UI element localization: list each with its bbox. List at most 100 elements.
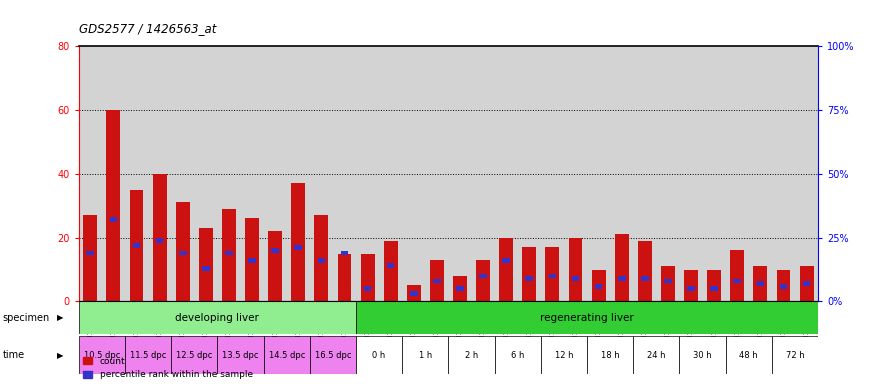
- Bar: [776, 270, 790, 301]
- Bar: [176, 202, 190, 301]
- Bar: [199, 228, 213, 301]
- Bar: [107, 110, 121, 301]
- Text: 30 h: 30 h: [693, 351, 712, 360]
- Bar: [545, 247, 559, 301]
- Bar: [109, 217, 117, 222]
- Bar: [79, 301, 356, 334]
- Bar: [480, 273, 487, 278]
- Text: ▶: ▶: [58, 313, 64, 322]
- Bar: [384, 241, 397, 301]
- Bar: [571, 276, 579, 281]
- Bar: [410, 291, 417, 296]
- Bar: [356, 336, 403, 374]
- Bar: [661, 266, 675, 301]
- Bar: [430, 260, 444, 301]
- Text: 48 h: 48 h: [739, 351, 758, 360]
- Text: 11.5 dpc: 11.5 dpc: [130, 351, 166, 360]
- Bar: [125, 336, 172, 374]
- Bar: [178, 250, 186, 255]
- Bar: [802, 281, 810, 286]
- Bar: [641, 276, 648, 281]
- Bar: [753, 266, 767, 301]
- Bar: [402, 336, 449, 374]
- Bar: [526, 276, 533, 281]
- Bar: [356, 301, 818, 334]
- Bar: [684, 270, 698, 301]
- Bar: [453, 276, 467, 301]
- Text: specimen: specimen: [3, 313, 50, 323]
- Bar: [618, 276, 626, 281]
- Bar: [615, 234, 628, 301]
- Text: 24 h: 24 h: [648, 351, 666, 360]
- Bar: [271, 248, 279, 253]
- Bar: [340, 250, 348, 255]
- Bar: [156, 238, 164, 243]
- Bar: [387, 263, 395, 268]
- Text: developing liver: developing liver: [176, 313, 259, 323]
- Text: GDS2577 / 1426563_at: GDS2577 / 1426563_at: [79, 22, 216, 35]
- Bar: [153, 174, 166, 301]
- Bar: [595, 284, 602, 288]
- Bar: [634, 336, 680, 374]
- Text: ▶: ▶: [58, 351, 64, 360]
- Bar: [295, 245, 302, 250]
- Bar: [222, 209, 236, 301]
- Bar: [310, 336, 356, 374]
- Bar: [569, 238, 583, 301]
- Bar: [248, 258, 255, 263]
- Text: 12 h: 12 h: [555, 351, 573, 360]
- Bar: [549, 273, 556, 278]
- Bar: [291, 183, 305, 301]
- Bar: [456, 286, 464, 291]
- Bar: [225, 250, 233, 255]
- Bar: [318, 258, 326, 263]
- Bar: [707, 270, 721, 301]
- Bar: [592, 270, 605, 301]
- Bar: [772, 336, 818, 374]
- Bar: [710, 286, 718, 291]
- Text: 10.5 dpc: 10.5 dpc: [84, 351, 120, 360]
- Text: 12.5 dpc: 12.5 dpc: [176, 351, 213, 360]
- Text: 18 h: 18 h: [601, 351, 619, 360]
- Legend: count, percentile rank within the sample: count, percentile rank within the sample: [83, 357, 253, 379]
- Bar: [263, 336, 310, 374]
- Bar: [360, 253, 374, 301]
- Bar: [731, 250, 744, 301]
- Bar: [269, 231, 282, 301]
- Bar: [502, 258, 510, 263]
- Bar: [202, 266, 210, 271]
- Bar: [338, 253, 352, 301]
- Bar: [725, 336, 772, 374]
- Text: 16.5 dpc: 16.5 dpc: [315, 351, 351, 360]
- Bar: [407, 285, 421, 301]
- Bar: [130, 190, 144, 301]
- Bar: [433, 279, 441, 283]
- Text: 2 h: 2 h: [465, 351, 478, 360]
- Text: 0 h: 0 h: [373, 351, 386, 360]
- Bar: [687, 286, 695, 291]
- Bar: [449, 336, 494, 374]
- Bar: [314, 215, 328, 301]
- Text: 6 h: 6 h: [511, 351, 524, 360]
- Text: 72 h: 72 h: [786, 351, 804, 360]
- Bar: [800, 266, 814, 301]
- Bar: [500, 238, 513, 301]
- Bar: [83, 215, 97, 301]
- Bar: [757, 281, 764, 286]
- Bar: [664, 279, 672, 283]
- Bar: [245, 218, 259, 301]
- Bar: [79, 336, 125, 374]
- Bar: [522, 247, 536, 301]
- Text: time: time: [3, 350, 24, 360]
- Bar: [638, 241, 652, 301]
- Text: regenerating liver: regenerating liver: [540, 313, 634, 323]
- Bar: [217, 336, 263, 374]
- Bar: [133, 243, 140, 248]
- Bar: [364, 286, 371, 291]
- Bar: [780, 284, 788, 288]
- Bar: [541, 336, 587, 374]
- Bar: [733, 279, 741, 283]
- Bar: [587, 336, 634, 374]
- Text: 1 h: 1 h: [419, 351, 432, 360]
- Bar: [172, 336, 217, 374]
